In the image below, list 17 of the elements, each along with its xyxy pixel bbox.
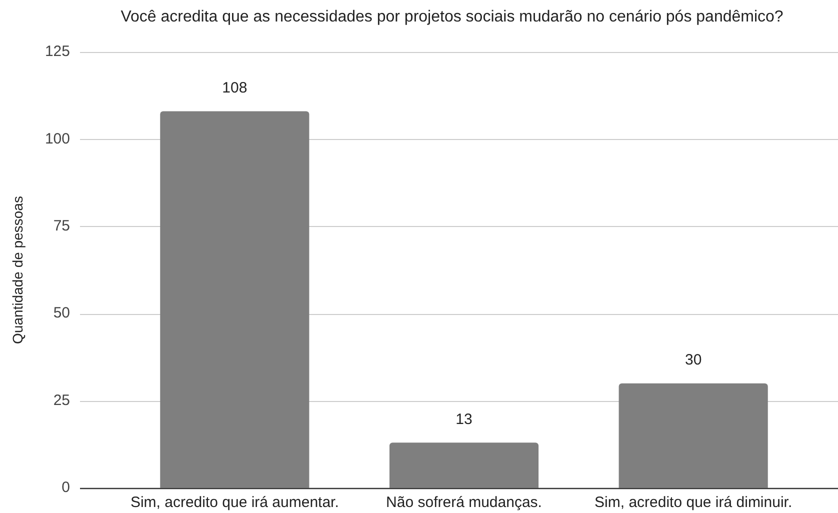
y-tick-label: 0: [62, 479, 70, 496]
bar: [160, 111, 310, 488]
data-label: 30: [684, 352, 702, 368]
bar: [389, 442, 539, 488]
chart-title: Você acredita que as necessidades por projetos sociais mudarão no cenário pós pandêmico?: [120, 8, 784, 26]
x-tick-label: Sim, acredito que irá aumentar.: [130, 494, 339, 512]
bar: [618, 383, 768, 488]
y-tick-label: 75: [53, 218, 70, 235]
x-tick-label: Não sofrerá mudanças.: [386, 494, 542, 512]
y-tick-label: 100: [44, 130, 70, 148]
y-tick-label: 125: [44, 43, 70, 60]
y-tick-label: 50: [53, 304, 70, 322]
y-tick-label: 25: [53, 392, 70, 409]
x-tick-label: Sim, acredito que irá diminuir.: [594, 494, 792, 512]
data-label: 13: [456, 410, 472, 428]
data-label: 108: [222, 79, 248, 96]
y-axis-title: Quantidade de pessoas: [9, 196, 26, 344]
